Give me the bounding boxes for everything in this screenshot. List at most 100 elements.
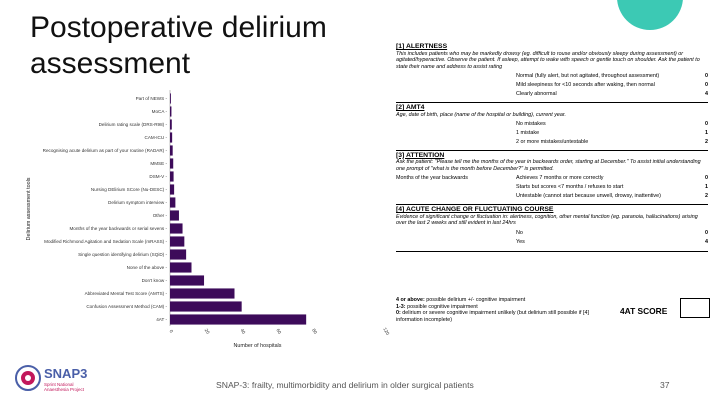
interpretation-line: 1-3: possible cognitive impairment <box>396 304 616 311</box>
category-label: Single question identifying delirium (SQ… <box>78 252 167 257</box>
interpretation-text: delirium or severe cognitive impairment … <box>396 310 589 323</box>
category-label: Modified Richmond Agitation and Sedation… <box>44 239 167 244</box>
page-number: 37 <box>660 380 670 390</box>
category-label: None of the above - <box>127 265 168 270</box>
section-rows: No 0 Yes 4 <box>396 230 708 246</box>
category-label: Abbreviated Mental Test Score (AMTS) - <box>85 291 168 296</box>
score-row: No 0 <box>396 230 708 237</box>
x-tick-label: 0 <box>168 329 174 334</box>
bar <box>170 210 179 221</box>
score-row: Mild sleepiness for <10 seconds after wa… <box>396 82 708 89</box>
section-divider <box>396 204 708 206</box>
bar <box>170 132 173 143</box>
row-score: 0 <box>705 82 708 89</box>
category-label: Nursing DElirium SCore (Nu-DESC) - <box>91 187 168 192</box>
section-description: This includes patients who may be marked… <box>396 50 700 70</box>
score-row: 1 mistake 1 <box>396 130 708 137</box>
section-rows: Months of the year backwards Achieves 7 m… <box>396 175 708 200</box>
row-prefix: Months of the year backwards <box>396 175 468 182</box>
bar <box>170 288 235 299</box>
row-score: 4 <box>705 91 708 98</box>
x-axis-label: Number of hospitals <box>234 343 282 349</box>
category-label: Confusion Assessment Method (CAM) - <box>86 304 167 309</box>
category-label: Delirium symptom interview - <box>108 200 167 205</box>
category-label: Other - <box>153 213 168 218</box>
score-row: Yes 4 <box>396 239 708 246</box>
section-description: Age, date of birth, place (name of the h… <box>396 111 566 118</box>
score-row: Untestable (cannot start because unwell,… <box>396 193 708 200</box>
category-label: Delirium rating scale (DRS-R98) - <box>99 122 168 127</box>
score-row: No mistakes 0 <box>396 121 708 128</box>
interpretation-line: 4 or above: possible delirium +/- cognit… <box>396 297 616 304</box>
row-score: 0 <box>705 229 708 236</box>
category-label: 4AT - <box>156 317 167 322</box>
row-label: Mild sleepiness for <10 seconds after wa… <box>516 82 655 89</box>
score-row: Months of the year backwards Achieves 7 m… <box>396 175 708 182</box>
interpretation-key: 4 or above: <box>396 297 425 303</box>
row-label: Clearly abnormal <box>516 91 557 98</box>
row-label: Starts but scores <7 months / refuses to… <box>516 184 624 191</box>
4at-form: [1] ALERTNESS This includes patients who … <box>396 42 708 256</box>
bar <box>170 106 172 117</box>
row-score: 0 <box>705 175 708 182</box>
interpretation-text: possible cognitive impairment <box>405 303 478 310</box>
x-tick-label: 60 <box>275 328 282 335</box>
row-label: Normal (fully alert, but not agitated, t… <box>516 73 660 80</box>
row-score: 2 <box>705 193 708 200</box>
interpretation-text: possible delirium +/- cognitive impairme… <box>424 297 526 303</box>
bar <box>170 314 307 325</box>
row-label: No <box>516 229 523 236</box>
logo-main-text: SNAP3 <box>44 366 87 381</box>
section-description: Ask the patient: "Please tell me the mon… <box>396 159 701 172</box>
category-label: CAM-ICU - <box>145 135 168 140</box>
category-label: Part of NEWS - <box>136 96 168 101</box>
interpretation-key: 1-3: <box>396 303 406 310</box>
y-axis-label: Delirium assessment tools <box>26 177 32 240</box>
bar <box>170 275 205 286</box>
bar <box>170 145 173 156</box>
row-label: Untestable (cannot start because unwell,… <box>516 193 661 200</box>
row-score: 1 <box>705 130 708 137</box>
row-label: Achieves 7 months or more correctly <box>516 175 604 182</box>
bar <box>170 301 242 312</box>
bar <box>170 249 187 260</box>
logo-line2: Anaesthesia Project <box>44 387 85 392</box>
bar <box>170 197 176 208</box>
x-tick-label: 120 <box>382 327 390 337</box>
score-label: 4AT SCORE <box>620 306 668 316</box>
section-rows: Normal (fully alert, but not agitated, t… <box>396 73 708 98</box>
row-label: 1 mistake <box>516 130 540 137</box>
row-score: 0 <box>705 73 708 80</box>
x-tick-label: 80 <box>311 328 318 335</box>
bar <box>170 184 175 195</box>
logo-line1: Sprint National <box>44 382 74 387</box>
section-rows: No mistakes 0 1 mistake 1 2 or more mistakes… <box>396 121 708 146</box>
score-row: Clearly abnormal 4 <box>396 91 708 98</box>
section-description: Evidence of significant change or fluctu… <box>396 213 698 227</box>
category-label: Recognising acute delirium as part of yo… <box>43 148 168 153</box>
section-title: [4] ACUTE CHANGE OR FLUCTUATING COURSE <box>396 206 554 214</box>
bar <box>170 119 172 130</box>
category-label: DSM-V - <box>149 174 167 179</box>
row-score: 0 <box>705 121 708 128</box>
row-score: 1 <box>705 184 708 191</box>
section-divider <box>396 101 708 103</box>
bar <box>170 93 171 104</box>
x-tick-label: 20 <box>204 328 211 335</box>
section-title: [1] ALERTNESS <box>396 43 448 50</box>
bar <box>170 171 174 182</box>
bar <box>170 223 183 234</box>
row-label: 2 or more mistakes/untestable <box>516 139 589 146</box>
bar <box>170 262 192 273</box>
section-title: [3] ATTENTION <box>396 151 445 159</box>
section-divider <box>396 149 708 151</box>
bar <box>170 236 185 247</box>
slide-title: Postoperative delirium assessment <box>30 11 327 80</box>
row-score: 4 <box>705 238 708 245</box>
snap3-logo: SNAP3 Sprint National Anaesthesia Projec… <box>15 365 87 392</box>
footer-text: SNAP-3: frailty, multimorbidity and deli… <box>216 380 474 390</box>
row-score: 2 <box>705 139 708 146</box>
form-bottom-divider <box>396 251 708 253</box>
score-interpretation: 4 or above: possible delirium +/- cognit… <box>396 297 616 323</box>
